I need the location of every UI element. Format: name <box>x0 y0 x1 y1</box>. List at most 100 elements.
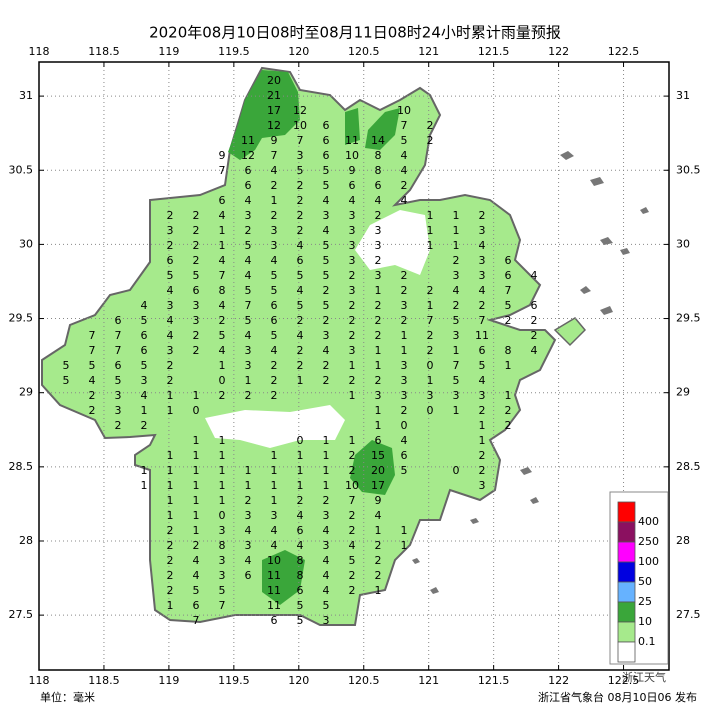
rain-value: 1 <box>453 344 460 357</box>
rain-value: 4 <box>479 284 486 297</box>
rain-value: 5 <box>453 374 460 387</box>
rain-value: 0 <box>219 509 226 522</box>
rain-value: 2 <box>531 329 538 342</box>
rain-value: 5 <box>297 269 304 282</box>
rain-value: 2 <box>271 209 278 222</box>
rain-value: 8 <box>375 164 382 177</box>
rain-value: 8 <box>297 554 304 567</box>
rain-value: 2 <box>349 569 356 582</box>
rain-value: 1 <box>167 509 174 522</box>
rain-value: 2 <box>375 539 382 552</box>
rain-value: 3 <box>297 149 304 162</box>
rain-value: 4 <box>375 194 382 207</box>
rain-value: 6 <box>271 314 278 327</box>
rain-value: 5 <box>401 134 408 147</box>
rain-value: 7 <box>349 494 356 507</box>
rain-value: 3 <box>141 374 148 387</box>
legend-swatch <box>617 561 636 583</box>
rain-value: 2 <box>141 419 148 432</box>
rain-value: 1 <box>401 524 408 537</box>
rain-value: 1 <box>271 194 278 207</box>
rain-value: 2 <box>167 539 174 552</box>
rain-value: 2 <box>219 314 226 327</box>
rain-value: 2 <box>297 494 304 507</box>
rain-value: 4 <box>245 254 252 267</box>
rain-value: 3 <box>453 389 460 402</box>
rain-value: 5 <box>297 299 304 312</box>
rain-value: 6 <box>375 179 382 192</box>
rain-value: 0 <box>219 374 226 387</box>
rain-value: 7 <box>115 329 122 342</box>
title: 2020年08月10日08时至08月11日08时24小时累计雨量预报 <box>149 24 561 42</box>
legend-label: 250 <box>638 535 659 548</box>
rain-value: 6 <box>479 344 486 357</box>
rain-value: 3 <box>271 239 278 252</box>
y-tick-label: 31 <box>676 89 690 102</box>
rain-value: 4 <box>193 554 200 567</box>
rain-value: 3 <box>245 359 252 372</box>
rain-value: 6 <box>297 254 304 267</box>
dry-area <box>205 405 345 448</box>
rain-value: 2 <box>479 449 486 462</box>
rain-value: 3 <box>349 209 356 222</box>
rain-value: 4 <box>531 344 538 357</box>
rain-value: 1 <box>271 464 278 477</box>
rain-value: 4 <box>323 224 330 237</box>
x-tick-label: 120.5 <box>348 674 380 687</box>
rain-value: 8 <box>219 284 226 297</box>
rain-value: 1 <box>219 224 226 237</box>
rain-value: 2 <box>427 119 434 132</box>
rain-value: 2 <box>349 509 356 522</box>
rain-value: 3 <box>375 269 382 282</box>
rain-value: 1 <box>427 209 434 222</box>
x-tick-label: 121 <box>418 674 439 687</box>
rain-value: 2 <box>245 494 252 507</box>
rain-value: 3 <box>479 389 486 402</box>
rain-value: 3 <box>115 404 122 417</box>
rain-value: 2 <box>271 389 278 402</box>
rain-value: 9 <box>271 134 278 147</box>
rain-value: 2 <box>167 209 174 222</box>
rain-value: 4 <box>479 239 486 252</box>
rain-value: 1 <box>349 389 356 402</box>
rain-value: 5 <box>479 359 486 372</box>
rain-value: 3 <box>479 269 486 282</box>
rain-value: 2 <box>453 254 460 267</box>
x-tick-label: 119 <box>158 674 179 687</box>
rain-value: 5 <box>453 314 460 327</box>
rain-value: 3 <box>427 389 434 402</box>
rain-value: 2 <box>375 209 382 222</box>
rain-value: 5 <box>141 359 148 372</box>
rain-value: 2 <box>479 464 486 477</box>
rain-value: 5 <box>271 329 278 342</box>
rain-value: 1 <box>375 344 382 357</box>
rain-value: 2 <box>297 194 304 207</box>
y-tick-label: 29.5 <box>9 312 34 325</box>
unit: 单位：毫米 <box>40 690 95 704</box>
rain-value: 1 <box>427 374 434 387</box>
rain-value: 4 <box>193 569 200 582</box>
rain-value: 5 <box>141 314 148 327</box>
legend: 400 250 100 50 25 10 0.1 <box>617 501 659 663</box>
rain-value: 4 <box>297 329 304 342</box>
rain-value: 1 <box>375 284 382 297</box>
rain-value: 6 <box>375 434 382 447</box>
rain-value: 2 <box>89 389 96 402</box>
rain-value: 5 <box>323 254 330 267</box>
x-tick-label: 118.5 <box>88 45 120 58</box>
rain-value: 1 <box>193 464 200 477</box>
island <box>553 317 587 347</box>
rain-value: 2 <box>193 209 200 222</box>
rain-value: 1 <box>141 404 148 417</box>
rain-value: 2 <box>401 314 408 327</box>
legend-swatch <box>617 521 636 543</box>
rain-value: 1 <box>167 599 174 612</box>
rain-value: 7 <box>505 284 512 297</box>
rain-value: 4 <box>401 164 408 177</box>
rain-value: 1 <box>479 434 486 447</box>
x-tick-label: 120 <box>288 45 309 58</box>
rain-value: 3 <box>245 539 252 552</box>
rain-value: 4 <box>375 509 382 522</box>
rain-value: 4 <box>323 194 330 207</box>
rain-value: 2 <box>323 374 330 387</box>
